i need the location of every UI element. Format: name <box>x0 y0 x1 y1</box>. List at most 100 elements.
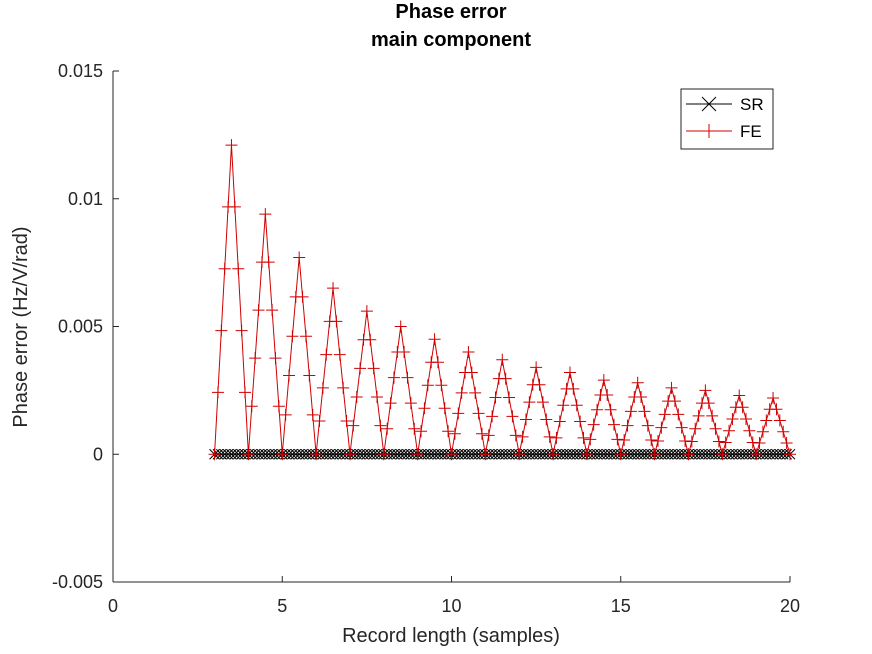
fe-point <box>337 381 350 394</box>
fe-point <box>286 330 299 343</box>
fe-point <box>272 400 285 413</box>
fe-point <box>689 422 702 435</box>
x-tick-label: 20 <box>780 596 800 616</box>
fe-point <box>543 430 556 443</box>
fe-point <box>465 366 478 379</box>
fe-point <box>645 433 658 446</box>
x-axis-label: Record length (samples) <box>342 625 560 647</box>
fe-point <box>381 422 394 435</box>
fe-point <box>431 356 444 369</box>
fe-point <box>482 429 495 442</box>
fe-point <box>249 352 262 365</box>
fe-point <box>577 431 590 444</box>
fe-point <box>519 413 532 426</box>
fe-point <box>750 448 763 461</box>
fe-point <box>760 414 773 427</box>
x-tick-label: 15 <box>611 596 631 616</box>
fe-point <box>658 408 671 421</box>
fe-point <box>435 379 448 392</box>
fe-point <box>509 429 522 442</box>
fe-point <box>773 414 786 427</box>
fe-point <box>726 412 739 425</box>
fe-point <box>743 424 756 437</box>
fe-point <box>567 382 580 395</box>
fe-point <box>313 415 326 428</box>
fe-point <box>641 419 654 432</box>
fe-point <box>574 415 587 428</box>
fe-point <box>367 362 380 375</box>
fe-point <box>621 419 634 432</box>
fe-point <box>408 422 421 435</box>
fe-point <box>371 391 384 404</box>
chart-title: Phase error <box>395 1 506 23</box>
fe-point <box>404 397 417 410</box>
fe-point <box>767 392 780 405</box>
y-tick-label: -0.005 <box>52 572 103 592</box>
fe-point <box>398 346 411 359</box>
series-layer <box>208 139 796 461</box>
fe-point <box>655 421 668 434</box>
fe-point <box>235 324 248 337</box>
fe-point <box>418 402 431 415</box>
fe-point <box>648 448 661 461</box>
fe-point <box>736 401 749 414</box>
fe-point <box>239 386 252 399</box>
fe-point <box>604 403 617 416</box>
fe-point <box>580 448 593 461</box>
fe-point <box>316 381 329 394</box>
legend-entry-fe: FE <box>686 122 762 141</box>
fe-point <box>712 435 725 448</box>
fe-point <box>536 396 549 409</box>
fe-point <box>276 448 289 461</box>
legend-marker <box>702 124 716 138</box>
fe-point <box>523 396 536 409</box>
fe-point <box>472 407 485 420</box>
fe-point <box>489 391 502 404</box>
fe-point <box>665 381 678 394</box>
fe-point <box>479 448 492 461</box>
fe-point <box>631 376 644 389</box>
fe-point <box>584 433 597 446</box>
fe-point <box>635 391 648 404</box>
y-ticks: -0.005 0 0.005 0.01 0.015 <box>52 61 119 592</box>
fe-point <box>516 430 529 443</box>
fe-point <box>672 408 685 421</box>
fe-point <box>208 448 221 461</box>
fe-point <box>384 397 397 410</box>
fe-point <box>299 330 312 343</box>
legend: SR FE <box>680 88 774 150</box>
series-sr <box>209 448 796 460</box>
fe-point <box>232 262 245 275</box>
fe-point <box>756 425 769 438</box>
series-fe-line <box>214 145 791 457</box>
fe-point <box>415 425 428 438</box>
fe-point <box>597 374 610 387</box>
x-tick-label: 5 <box>277 596 287 616</box>
fe-point <box>259 208 272 221</box>
fe-point <box>303 369 316 382</box>
fe-point <box>394 320 407 333</box>
fe-point <box>293 251 306 264</box>
fe-point <box>262 256 275 269</box>
fe-point <box>739 412 752 425</box>
fe-point <box>784 448 796 461</box>
fe-point <box>266 304 279 317</box>
fe-point <box>591 403 604 416</box>
fe-point <box>283 369 296 382</box>
fe-point <box>692 409 705 422</box>
fe-point <box>343 448 356 461</box>
fe-point <box>499 372 512 385</box>
fe-point <box>327 282 340 295</box>
fe-point <box>614 448 627 461</box>
fe-point <box>377 448 390 461</box>
fe-point <box>587 418 600 431</box>
fe-point <box>716 448 729 461</box>
x-tick-label: 10 <box>441 596 461 616</box>
fe-point <box>333 348 346 361</box>
fe-point <box>401 371 414 384</box>
y-tick-label: 0.015 <box>58 61 103 81</box>
fe-point <box>279 408 292 421</box>
fe-point <box>668 395 681 408</box>
fe-point <box>445 448 458 461</box>
fe-point <box>486 410 499 423</box>
